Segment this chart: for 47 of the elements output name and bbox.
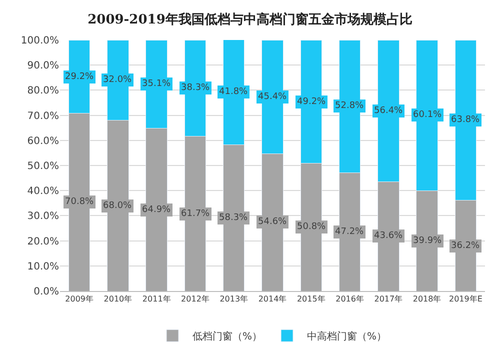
y-tick-label: 30.0%: [27, 211, 59, 222]
legend-label: 中高档门窗（%）: [307, 330, 387, 343]
data-label: 54.6%: [258, 217, 288, 227]
y-tick-label: 40.0%: [27, 186, 59, 198]
data-label: 50.8%: [297, 222, 326, 232]
data-label: 60.1%: [413, 110, 442, 120]
x-tick-label: 2010年: [104, 294, 132, 304]
data-label: 58.3%: [219, 213, 248, 223]
data-label: 43.6%: [374, 231, 404, 241]
y-tick-label: 70.0%: [27, 110, 59, 122]
y-tick-label: 60.0%: [27, 136, 59, 147]
data-label: 56.4%: [374, 106, 404, 116]
data-label: 47.2%: [335, 227, 364, 237]
data-label: 64.9%: [142, 205, 172, 215]
y-tick-label: 80.0%: [27, 86, 59, 97]
data-label: 38.3%: [181, 83, 210, 93]
data-label: 41.8%: [219, 87, 248, 97]
x-tick-label: 2009年: [65, 294, 94, 304]
data-label: 45.4%: [258, 92, 288, 102]
y-tick-label: 50.0%: [27, 161, 59, 172]
data-label: 35.1%: [142, 79, 172, 89]
y-tick-label: 90.0%: [27, 60, 59, 72]
data-label: 36.2%: [451, 241, 480, 251]
x-tick-label: 2015年: [296, 294, 326, 304]
data-label: 32.0%: [103, 75, 132, 85]
x-tick-label: 2018年: [412, 294, 442, 304]
x-tick-label: 2017年: [374, 294, 403, 304]
legend-label: 低档门窗（%）: [192, 330, 262, 343]
data-label: 39.9%: [413, 236, 442, 246]
x-tick-label: 2011年: [142, 294, 171, 304]
data-label: 29.2%: [65, 72, 94, 82]
data-label: 70.8%: [65, 197, 94, 207]
y-tick-label: 20.0%: [27, 236, 59, 248]
y-tick-label: 0.0%: [34, 286, 59, 298]
data-label: 49.2%: [297, 97, 326, 107]
x-tick-label: 2012年: [181, 294, 210, 304]
chart-title: 2009-2019年我国低档与中高档门窗五金市场规模占比: [88, 12, 412, 28]
data-label: 68.0%: [103, 201, 132, 211]
x-tick-label: 2014年: [258, 294, 287, 304]
data-label: 61.7%: [181, 209, 210, 219]
y-tick-label: 10.0%: [27, 261, 59, 272]
data-label: 63.8%: [451, 115, 480, 125]
x-tick-label: 2019年E: [448, 294, 482, 304]
x-tick-label: 2013年: [220, 294, 248, 304]
x-tick-label: 2016年: [336, 294, 364, 304]
y-tick-label: 100.0%: [20, 36, 59, 46]
data-label: 52.8%: [335, 101, 364, 111]
